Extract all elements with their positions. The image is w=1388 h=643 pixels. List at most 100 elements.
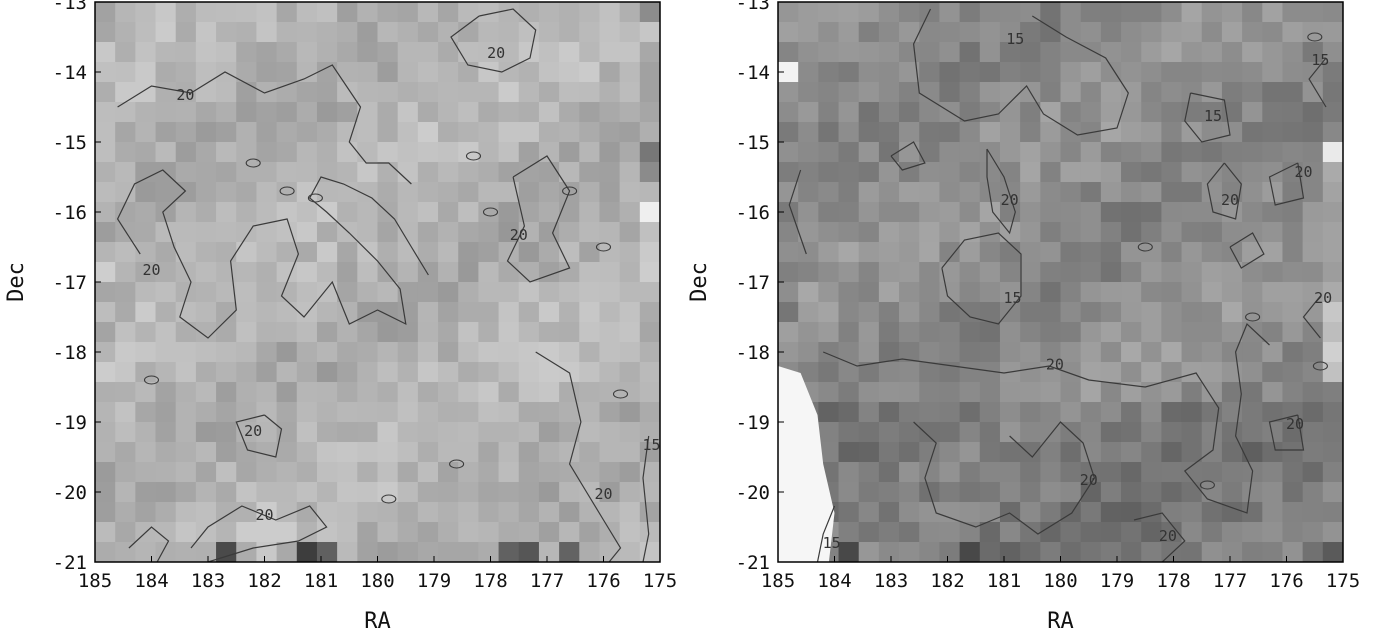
heatmap-cell <box>839 222 860 243</box>
heatmap-cell <box>1020 502 1041 523</box>
heatmap-cell <box>1121 42 1142 63</box>
heatmap-cell <box>478 322 499 343</box>
heatmap-cell <box>640 162 661 183</box>
heatmap-cell <box>176 42 197 63</box>
heatmap-cell <box>458 522 479 543</box>
heatmap-cell <box>1323 102 1344 123</box>
heatmap-cell <box>559 202 580 223</box>
heatmap-cell <box>599 422 620 443</box>
heatmap-cell <box>378 142 399 163</box>
heatmap-cell <box>539 422 560 443</box>
heatmap-cell <box>478 382 499 403</box>
heatmap-cell <box>1081 2 1102 23</box>
heatmap-cell <box>357 342 378 363</box>
heatmap-cell <box>1222 542 1243 563</box>
y-tick-label: -21 <box>736 552 770 574</box>
heatmap-cell <box>1182 82 1203 103</box>
contour-label: 20 <box>510 226 528 244</box>
heatmap-cell <box>1081 202 1102 223</box>
heatmap-cell <box>1303 242 1324 263</box>
heatmap-cell <box>899 502 920 523</box>
heatmap-cell <box>1182 382 1203 403</box>
heatmap-cell <box>196 222 217 243</box>
heatmap-cell <box>1020 302 1041 323</box>
y-tick-label: -15 <box>53 132 87 154</box>
heatmap-cell <box>1202 422 1223 443</box>
heatmap-cell <box>919 322 940 343</box>
heatmap-cell <box>317 122 338 143</box>
heatmap-cell <box>337 162 358 183</box>
heatmap-cell <box>818 282 839 303</box>
heatmap-cell <box>1101 162 1122 183</box>
heatmap-cell <box>1061 2 1082 23</box>
heatmap-cell <box>818 22 839 43</box>
x-tick-label: 177 <box>530 570 564 592</box>
heatmap-cell <box>839 202 860 223</box>
heatmap-cell <box>879 22 900 43</box>
heatmap-cell <box>839 482 860 503</box>
heatmap-cell <box>1121 202 1142 223</box>
heatmap-cell <box>818 222 839 243</box>
heatmap-cell <box>115 142 136 163</box>
heatmap-cell <box>357 2 378 23</box>
heatmap-cell <box>1020 122 1041 143</box>
heatmap-cell <box>818 402 839 423</box>
heatmap-cell <box>519 22 540 43</box>
heatmap-cell <box>438 62 459 83</box>
heatmap-cell <box>1242 282 1263 303</box>
heatmap-cell <box>960 382 981 403</box>
heatmap-cell <box>1202 162 1223 183</box>
heatmap-cell <box>196 462 217 483</box>
heatmap-cell <box>256 482 277 503</box>
heatmap-cell <box>879 102 900 123</box>
heatmap-cell <box>115 322 136 343</box>
heatmap-cell <box>859 2 880 23</box>
heatmap-cell <box>1040 282 1061 303</box>
heatmap-cell <box>357 322 378 343</box>
heatmap-cell <box>1323 522 1344 543</box>
heatmap-cell <box>337 22 358 43</box>
heatmap-cell <box>398 322 419 343</box>
heatmap-cell <box>599 382 620 403</box>
heatmap-cell <box>1061 322 1082 343</box>
x-axis-title: RA <box>1047 609 1074 634</box>
heatmap-cell <box>1101 502 1122 523</box>
heatmap-cell <box>357 162 378 183</box>
heatmap-cell <box>960 62 981 83</box>
heatmap-cell <box>236 202 257 223</box>
heatmap-cell <box>1323 482 1344 503</box>
heatmap-cell <box>196 342 217 363</box>
heatmap-cell <box>458 262 479 283</box>
heatmap-cell <box>156 142 177 163</box>
heatmap-cell <box>1202 22 1223 43</box>
heatmap-cell <box>196 22 217 43</box>
heatmap-cell <box>1182 422 1203 443</box>
heatmap-cell <box>357 202 378 223</box>
heatmap-cell <box>1161 222 1182 243</box>
heatmap-cell <box>818 122 839 143</box>
heatmap-cell <box>519 302 540 323</box>
heatmap-cell <box>859 482 880 503</box>
heatmap-cell <box>640 282 661 303</box>
heatmap-cell <box>216 242 237 263</box>
heatmap-cell <box>1000 102 1021 123</box>
heatmap-cell <box>1040 162 1061 183</box>
y-tick-label: -19 <box>736 412 770 434</box>
heatmap-cell <box>519 82 540 103</box>
heatmap-cell <box>357 462 378 483</box>
heatmap-cell <box>599 182 620 203</box>
heatmap-cell <box>1222 42 1243 63</box>
heatmap-cell <box>1282 202 1303 223</box>
heatmap-cell <box>1282 322 1303 343</box>
heatmap-cell <box>297 222 318 243</box>
heatmap-cell <box>1262 342 1283 363</box>
heatmap-cell <box>458 542 479 563</box>
heatmap-cell <box>859 22 880 43</box>
heatmap-cell <box>1081 322 1102 343</box>
heatmap-cell <box>1182 522 1203 543</box>
heatmap-cell <box>478 162 499 183</box>
heatmap-cell <box>960 2 981 23</box>
heatmap-cell <box>135 182 156 203</box>
heatmap-cell <box>418 542 439 563</box>
heatmap-cell <box>297 142 318 163</box>
